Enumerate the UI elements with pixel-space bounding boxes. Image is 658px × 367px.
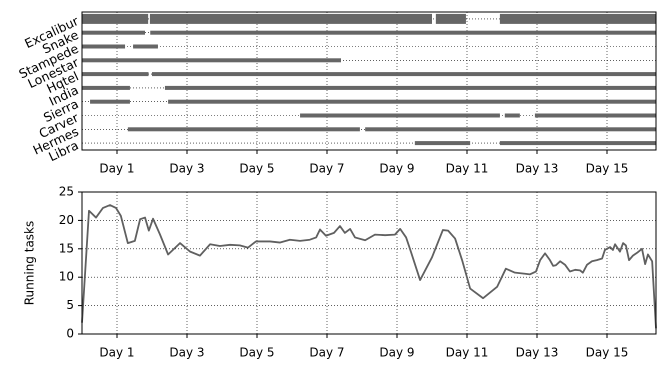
activity-interval xyxy=(82,30,145,35)
activity-interval xyxy=(164,85,656,90)
x-tick-label: Day 5 xyxy=(239,346,274,360)
activity-interval xyxy=(82,13,149,24)
x-tick-label: Day 11 xyxy=(446,346,489,360)
activity-interval xyxy=(127,127,360,132)
x-tick-label: Day 11 xyxy=(446,162,489,176)
activity-interval xyxy=(82,44,126,49)
activity-interval xyxy=(414,141,471,146)
activity-interval xyxy=(534,113,656,118)
activity-interval xyxy=(504,113,520,118)
activity-interval xyxy=(152,72,656,77)
x-tick-label: Day 15 xyxy=(586,346,629,360)
x-tick-label: Day 13 xyxy=(516,346,559,360)
x-tick-label: Day 15 xyxy=(586,162,629,176)
plot-frame xyxy=(81,11,657,151)
x-tick-label: Day 3 xyxy=(169,346,204,360)
x-tick-label: Day 5 xyxy=(239,162,274,176)
activity-interval xyxy=(435,13,466,24)
activity-interval xyxy=(82,72,149,77)
activity-interval xyxy=(133,44,158,49)
y-tick-label: 0 xyxy=(66,327,74,341)
activity-interval xyxy=(82,85,130,90)
x-tick-label: Day 9 xyxy=(379,162,414,176)
activity-interval xyxy=(499,13,656,24)
activity-interval xyxy=(90,99,130,104)
x-tick-label: Day 1 xyxy=(99,346,134,360)
x-tick-label: Day 9 xyxy=(379,346,414,360)
activity-interval xyxy=(82,58,341,63)
activity-interval xyxy=(300,113,500,118)
plot-frame xyxy=(81,191,657,335)
data-line xyxy=(81,204,657,329)
x-tick-label: Day 3 xyxy=(169,162,204,176)
y-tick-label: 10 xyxy=(59,270,74,284)
activity-interval xyxy=(365,127,656,132)
activity-interval xyxy=(149,13,432,24)
x-tick-label: Day 7 xyxy=(309,346,344,360)
x-tick-label: Day 7 xyxy=(309,162,344,176)
activity-interval xyxy=(168,99,656,104)
y-axis-label: Running tasks xyxy=(23,221,37,306)
y-tick-label: 25 xyxy=(59,185,74,199)
x-tick-label: Day 13 xyxy=(516,162,559,176)
y-tick-label: 5 xyxy=(66,298,74,312)
y-tick-label: 20 xyxy=(59,213,74,227)
activity-interval xyxy=(499,141,656,146)
activity-interval xyxy=(150,30,656,35)
y-tick-label: 15 xyxy=(59,241,74,255)
x-tick-label: Day 1 xyxy=(99,162,134,176)
